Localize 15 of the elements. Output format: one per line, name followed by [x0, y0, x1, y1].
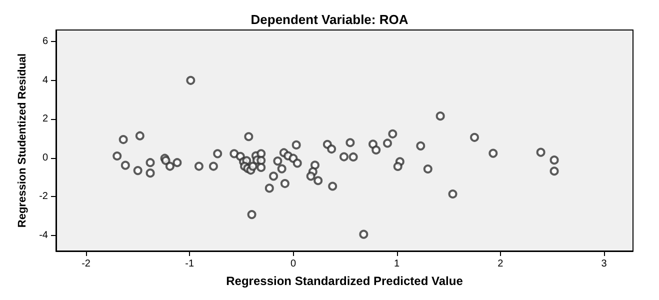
y-tick-label: -2 — [39, 191, 48, 202]
x-tick-label: 0 — [290, 258, 296, 270]
y-tick-label: 0 — [42, 152, 48, 164]
y-tick-label: 4 — [42, 74, 48, 86]
x-tick-label: 1 — [394, 258, 400, 270]
chart-title: Dependent Variable: ROA — [250, 12, 409, 27]
y-tick-label: 6 — [42, 36, 48, 48]
x-tick-label: -2 — [82, 258, 91, 270]
x-tick-label: 2 — [498, 258, 504, 270]
y-tick-label: -4 — [39, 230, 48, 241]
y-axis-title: Regression Studentized Residual — [16, 53, 29, 228]
x-tick-label: 3 — [601, 258, 608, 270]
x-tick-label: -1 — [185, 258, 195, 270]
y-tick-label: 2 — [42, 114, 48, 125]
x-axis-title: Regression Standardized Predicted Value — [226, 274, 464, 288]
